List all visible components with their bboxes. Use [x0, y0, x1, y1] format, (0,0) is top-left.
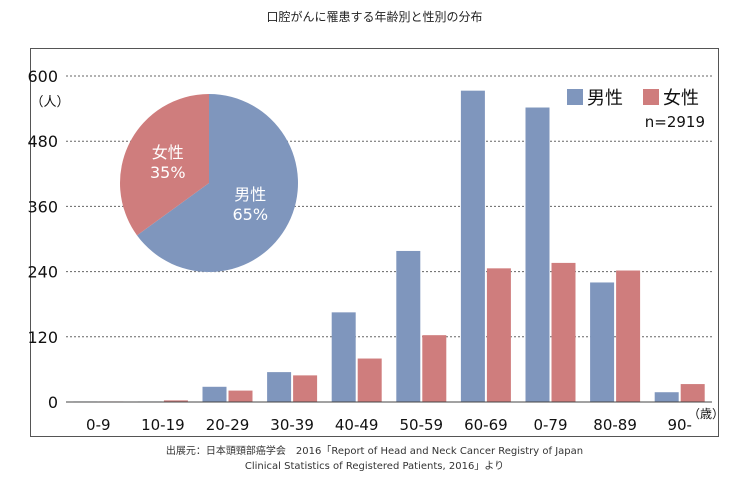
bar	[551, 262, 576, 402]
bar	[680, 384, 705, 402]
x-tick-label: 90-	[667, 416, 692, 434]
bar	[486, 268, 511, 402]
x-tick-label: 20-29	[206, 416, 250, 434]
bar-series	[73, 90, 705, 403]
bar	[422, 335, 447, 402]
bar	[202, 386, 227, 402]
y-tick-label: 360	[27, 197, 58, 216]
x-tick-label: 0-9	[86, 416, 111, 434]
pie-slice-name: 男性	[234, 185, 266, 204]
bar	[267, 372, 292, 402]
y-tick-label: 240	[27, 263, 58, 282]
legend-swatch	[643, 89, 659, 105]
bar	[396, 250, 421, 402]
source-line-1: 出展元：日本頭頸部癌学会 2016「Report of Head and Nec…	[165, 446, 584, 457]
y-axis-ticks: 0 120 240 360 480 600	[27, 67, 58, 412]
x-tick-label: 50-59	[400, 416, 444, 434]
pie-slice-percent: 35%	[150, 163, 186, 182]
pie-slice	[119, 94, 209, 236]
y-tick-label: 480	[27, 132, 58, 151]
bar	[460, 90, 485, 403]
x-axis-ticks: 0-9 10-19 20-29 30-39 40-49 50-59 60-69 0-79 80-…	[86, 416, 692, 434]
x-tick-label: 30-39	[270, 416, 314, 434]
sample-size-label: n=2919	[645, 113, 705, 131]
bar	[163, 400, 188, 402]
pie-slice	[136, 94, 298, 272]
bar	[654, 392, 679, 402]
pie-slice-percent: 65%	[232, 205, 268, 224]
x-tick-label: 40-49	[335, 416, 379, 434]
bar	[293, 375, 318, 402]
pie-slice-name: 女性	[152, 143, 184, 162]
bar	[331, 312, 356, 402]
chart-title: 口腔がんに罹患する年齢別と性別の分布	[266, 10, 483, 24]
bar	[590, 282, 615, 402]
x-tick-label: 10-19	[141, 416, 185, 434]
source-line-2: Clinical Statistics of Registered Patien…	[244, 461, 505, 472]
bar	[228, 390, 253, 402]
bar	[616, 270, 641, 402]
y-tick-label: 600	[27, 67, 58, 86]
bar	[357, 358, 382, 402]
legend-label: 男性	[587, 88, 623, 109]
x-axis-label: （歳）	[688, 407, 724, 421]
x-tick-label: 60-69	[464, 416, 508, 434]
y-tick-label: 0	[48, 393, 58, 412]
x-tick-label: 80-89	[593, 416, 637, 434]
bar	[525, 107, 550, 402]
y-axis-label: （人）	[30, 95, 69, 110]
legend-swatch	[567, 89, 583, 105]
x-tick-label: 0-79	[533, 416, 567, 434]
legend: 男性 女性	[567, 88, 699, 109]
y-tick-label: 120	[27, 328, 58, 347]
legend-label: 女性	[663, 88, 699, 109]
